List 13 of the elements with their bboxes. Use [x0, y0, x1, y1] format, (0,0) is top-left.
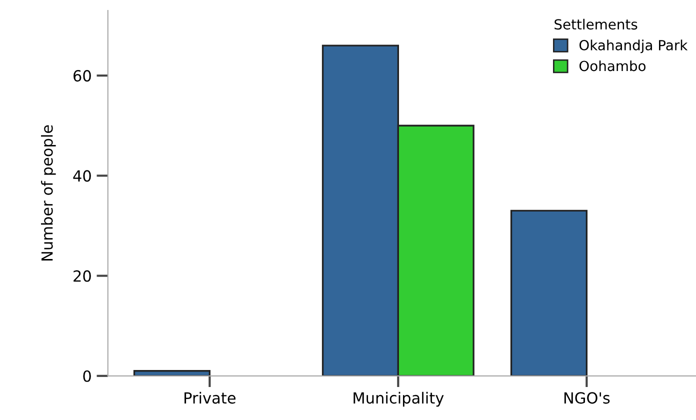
x-tick-label: Municipality [354, 392, 444, 407]
legend-label: Okahandja Park [579, 40, 688, 54]
x-tick-label: NGO's [564, 392, 610, 404]
y-tick-label: 40 [73, 170, 91, 182]
bar [510, 210, 588, 376]
y-tick-label: 20 [74, 270, 91, 282]
legend-title: Settlements [554, 18, 638, 30]
legend-label: Oohambo [579, 60, 646, 72]
bar [133, 370, 211, 376]
y-tick-label: 0 [83, 370, 91, 382]
x-tick-label: Private [184, 392, 236, 404]
y-tick-label: 60 [74, 70, 91, 82]
y-axis-title: Number of people [41, 125, 56, 260]
